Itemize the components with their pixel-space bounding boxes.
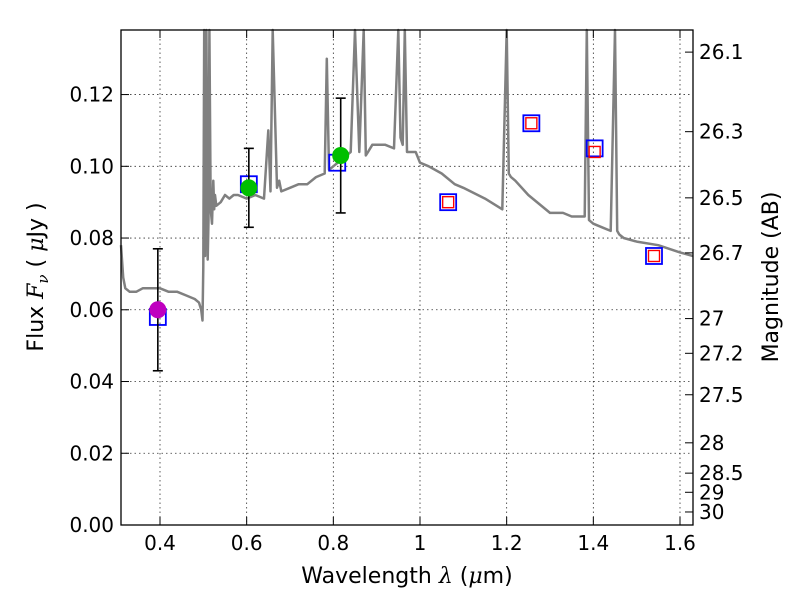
y-tick-label: 0.06 — [69, 298, 114, 322]
x-tick-label: 1.2 — [491, 531, 523, 555]
mag-tick-label: 27.5 — [699, 383, 744, 407]
mag-tick-label: 26.5 — [699, 186, 744, 210]
observed-point — [240, 179, 258, 197]
x-tick-label: 0.6 — [231, 531, 263, 555]
model-blue-square — [439, 193, 458, 212]
mag-tick-label: 27 — [699, 307, 724, 331]
x-tick-label: 1 — [414, 531, 427, 555]
observed-point — [332, 147, 350, 165]
mag-tick-label: 28.5 — [699, 461, 744, 485]
model-blue-square — [585, 139, 604, 158]
mag-tick-label: 26.1 — [699, 40, 744, 64]
model-red-square — [441, 195, 455, 209]
y-tick-label: 0.08 — [69, 226, 114, 250]
model-red-square — [588, 145, 601, 159]
x-tick-label: 1.4 — [577, 531, 609, 555]
y-tick-label: 0.10 — [69, 154, 114, 178]
x-tick-label: 0.8 — [317, 531, 349, 555]
model-blue-square — [645, 247, 663, 265]
y-tick-label: 0.12 — [69, 83, 114, 107]
model-red-square — [525, 117, 538, 130]
grid-lines — [121, 30, 693, 526]
mag-tick-label: 26.7 — [699, 241, 744, 265]
right-axis-label: Magnitude (AB) — [759, 192, 784, 363]
ticks-layer: 0.4 0.6 0.8 1 1.2 1.4 1.6 0.00 0.02 0.04 0.06 0.08 0… — [69, 30, 744, 555]
mag-tick-label: 26.3 — [699, 120, 744, 144]
x-axis-label: Wavelength λ (μm) — [301, 564, 512, 589]
x-tick-label: 0.4 — [144, 531, 176, 555]
mag-tick-label: 30 — [699, 500, 724, 524]
observed-point — [149, 301, 167, 319]
model-red-square — [647, 249, 661, 263]
model-blue-square — [522, 114, 541, 133]
mag-tick-label: 29 — [699, 480, 724, 504]
sed-model-line — [119, 28, 694, 322]
series-layer — [119, 28, 694, 372]
plot-frame — [120, 29, 694, 526]
y-axis-label: Flux Fν ( μJy ) — [24, 202, 52, 351]
x-tick-label: 1.6 — [664, 531, 696, 555]
y-tick-label: 0.00 — [69, 513, 114, 537]
mag-tick-label: 27.2 — [699, 341, 744, 365]
y-tick-label: 0.04 — [69, 370, 114, 394]
mag-tick-label: 28 — [699, 431, 724, 455]
y-tick-label: 0.02 — [69, 441, 114, 465]
